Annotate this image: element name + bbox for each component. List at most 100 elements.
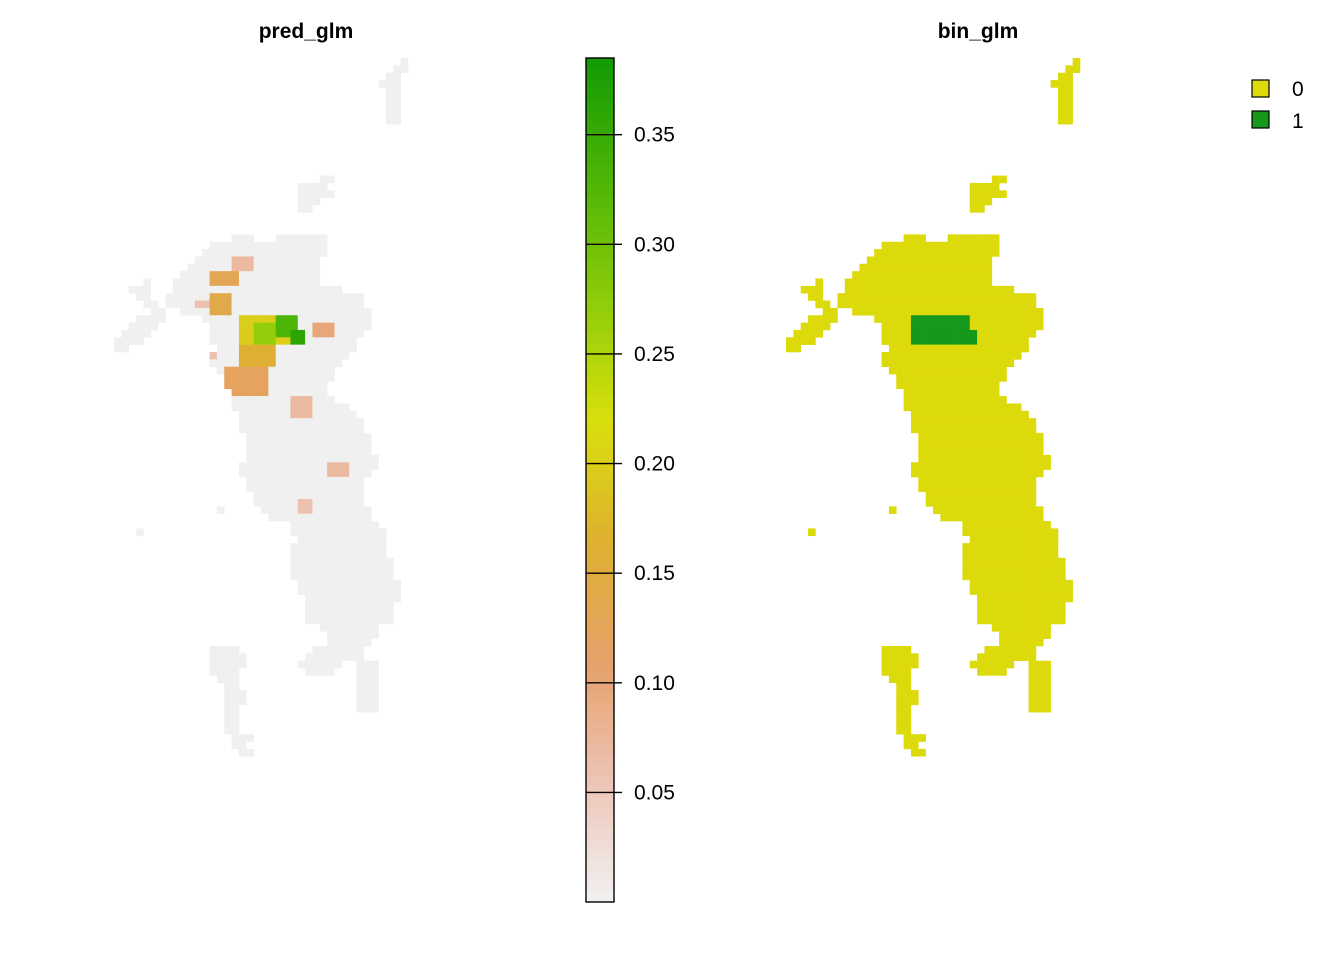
pred-cell <box>253 491 262 500</box>
pred-cell <box>136 285 144 294</box>
bin-cell <box>896 315 904 323</box>
bin-cell <box>984 381 993 390</box>
pred-cell <box>312 182 321 191</box>
pred-cell <box>224 256 232 265</box>
bin-cell <box>977 344 985 353</box>
bin-cell <box>969 506 978 514</box>
pred-cell <box>253 469 262 478</box>
pred-cell <box>297 307 306 316</box>
bin-cell <box>903 374 912 382</box>
pred-cell <box>297 278 306 287</box>
bin-cell <box>969 381 978 390</box>
bin-cell <box>903 352 912 360</box>
pred-cell <box>319 646 328 654</box>
bin-cell <box>969 197 978 206</box>
bin-cell <box>1006 300 1015 309</box>
pred-cell <box>319 579 328 588</box>
colorbar-step <box>586 574 614 587</box>
pred-cell <box>349 329 357 338</box>
pred-cell <box>275 315 284 323</box>
bin-cell <box>918 366 926 375</box>
bin-cell <box>1057 579 1066 588</box>
bin-cell <box>1006 315 1015 323</box>
pred-cell <box>283 374 291 382</box>
bin-cell <box>955 374 963 382</box>
bin-cell <box>793 337 801 345</box>
bin-cell <box>940 249 948 257</box>
bin-cell <box>947 293 956 301</box>
pred-cell <box>378 579 387 588</box>
pred-cell <box>268 249 276 257</box>
pred-cell <box>283 396 291 404</box>
bin-cell <box>999 329 1007 338</box>
colorbar-step <box>586 511 614 523</box>
pred-cell <box>231 271 240 279</box>
pred-cell <box>305 322 313 331</box>
bin-cell <box>933 366 941 375</box>
bin-cell <box>962 241 971 250</box>
bin-cell <box>1035 506 1044 514</box>
pred-cell <box>305 366 313 375</box>
bin-cell <box>1013 440 1022 448</box>
bin-cell <box>903 653 912 661</box>
pred-cell <box>327 425 335 434</box>
pred-cell <box>341 623 350 632</box>
colorbar-step <box>586 828 614 840</box>
bin-cell <box>977 359 985 367</box>
pred-cell <box>305 344 313 353</box>
pred-cell <box>253 329 262 338</box>
bin-cell <box>962 476 971 485</box>
pred-cell <box>305 234 313 243</box>
pred-cell <box>238 337 247 345</box>
bin-cell <box>999 454 1007 463</box>
pred-cell <box>356 293 365 301</box>
pred-cell <box>297 521 306 529</box>
bin-cell <box>969 315 978 323</box>
bin-cell <box>977 528 985 537</box>
pred-cell <box>290 491 299 500</box>
colorbar-step <box>586 617 614 629</box>
bin-cell <box>881 337 890 345</box>
bin-cell <box>984 234 993 243</box>
colorbar-step <box>586 290 614 302</box>
bin-cell <box>808 329 816 338</box>
bin-cell <box>984 653 993 661</box>
bin-cell <box>933 344 941 353</box>
bin-cell <box>918 256 926 265</box>
bin-cell <box>1021 469 1029 478</box>
pred-cell <box>246 388 254 397</box>
colorbar-step <box>586 733 614 745</box>
bin-cell <box>1006 307 1015 316</box>
pred-cell <box>261 300 269 309</box>
bin-cell <box>903 403 912 412</box>
pred-cell <box>356 499 365 507</box>
colorbar-step <box>586 311 614 323</box>
pred-cell <box>268 462 276 470</box>
pred-cell <box>224 278 232 287</box>
pred-cell <box>297 374 306 382</box>
bin-cell <box>903 337 912 345</box>
pred-cell <box>312 535 321 544</box>
pred-cell <box>261 293 269 301</box>
bin-cell <box>1021 646 1029 654</box>
pred-cell <box>297 660 306 669</box>
pred-cell <box>305 190 313 198</box>
bin-cell <box>1013 447 1022 456</box>
bin-cell <box>984 197 993 206</box>
pred-cell <box>297 484 306 492</box>
bin-cell <box>977 476 985 485</box>
bin-cell <box>984 271 993 279</box>
bin-cell <box>1050 535 1059 544</box>
pred-cell <box>393 80 401 88</box>
bin-cell <box>991 587 1000 595</box>
pred-cell <box>283 366 291 375</box>
pred-cell <box>238 741 247 750</box>
bin-cell <box>1021 543 1029 551</box>
bin-cell <box>933 315 941 323</box>
bin-cell <box>866 263 875 272</box>
colorbar-step <box>586 152 614 165</box>
pred-cell <box>363 462 372 470</box>
bin-cell <box>1028 660 1037 669</box>
pred-cell <box>216 646 225 654</box>
bin-cell <box>969 535 978 544</box>
